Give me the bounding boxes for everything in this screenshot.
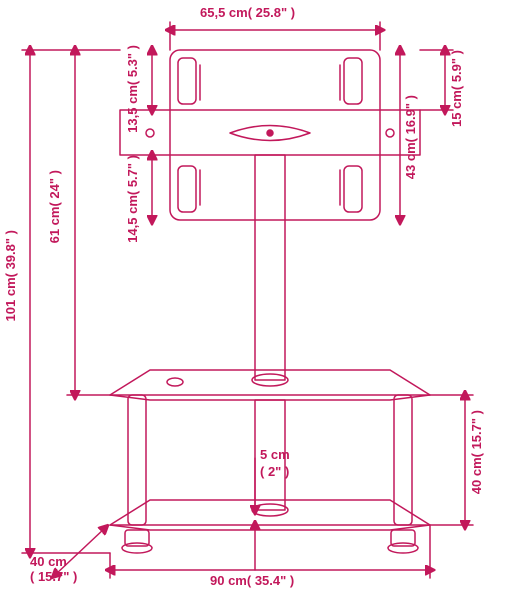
dim-mount-right: 15 cm( 5.9" ) [450, 50, 464, 127]
tv-stand-drawing [0, 0, 519, 600]
dim-total-height: 101 cm( 39.8" ) [4, 230, 18, 321]
dim-mount-top: 13,5 cm( 5.3" ) [126, 45, 140, 133]
dim-base-depth-in: ( 15.7" ) [30, 570, 77, 584]
dim-upper-height: 61 cm( 24" ) [48, 170, 62, 243]
dim-shelf-height: 40 cm( 15.7" ) [470, 410, 484, 494]
dim-mount-left: 14,5 cm( 5.7" ) [126, 155, 140, 243]
dim-foot-height-in: ( 2" ) [260, 465, 289, 479]
dim-base-depth-cm: 40 cm [30, 555, 67, 569]
dim-mount-width: 65,5 cm( 25.8" ) [200, 6, 295, 20]
dim-mount-h: 43 cm( 16.9" ) [404, 95, 418, 179]
dim-base-width: 90 cm( 35.4" ) [210, 574, 294, 588]
dim-foot-height-cm: 5 cm [260, 448, 290, 462]
